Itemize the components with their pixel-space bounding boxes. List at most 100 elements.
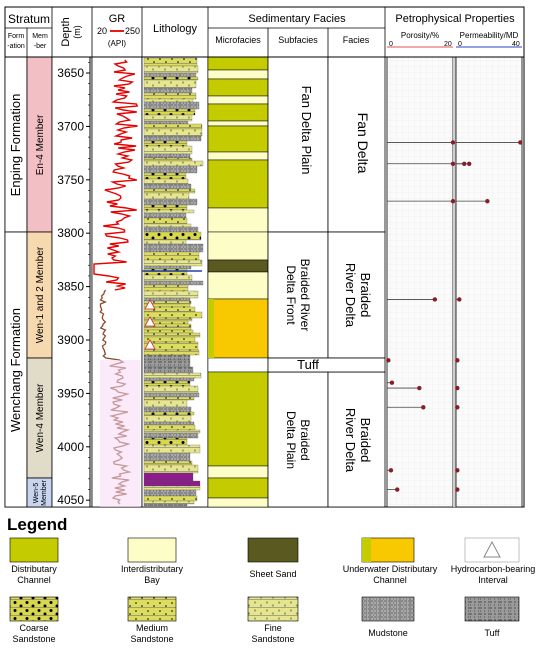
member-wen5-label: Wen-5 <box>33 483 40 504</box>
lithology-bed <box>143 204 188 211</box>
lithology-bed <box>143 108 196 116</box>
legend-label-interdistributary-bay: Interdistributary <box>121 564 184 574</box>
lithology-bed <box>143 79 197 89</box>
lithology-bed <box>143 377 195 382</box>
legend-label-fine-sandstone: Fine <box>264 623 282 633</box>
microfacies-band <box>207 497 269 508</box>
legend-label-underwater-channel: Underwater Distributary <box>343 564 438 574</box>
depth-tick-label: 3800 <box>57 226 84 240</box>
lithology-bed <box>143 178 189 185</box>
depth-tick-label: 3650 <box>57 66 84 80</box>
lithology-bed <box>143 92 197 100</box>
lithology-bed <box>143 329 194 334</box>
hydrocarbon-triangle-icon <box>144 299 156 310</box>
permeability-point <box>485 198 490 204</box>
permeability-point <box>455 468 460 473</box>
facies-braided-lower-2: River Delta <box>343 408 358 473</box>
microfacies-channel-edge <box>208 299 214 358</box>
microfacies-band <box>207 231 269 261</box>
legend-swatch-underwater-channel-edge <box>362 538 371 562</box>
microfacies-band <box>207 120 269 127</box>
legend-swatch-tuff <box>464 596 520 622</box>
depth-tick-group: 3650 3700 3750 3800 3850 3900 3950 4000 4050 <box>57 62 90 507</box>
lithology-bed <box>143 145 193 155</box>
lithology-bed <box>143 188 196 194</box>
lithology-bed <box>143 380 191 387</box>
permeability-point <box>518 140 523 145</box>
lithology-bed <box>143 274 193 282</box>
member-wen4-cell <box>26 357 53 479</box>
lithology-bed <box>143 284 189 292</box>
facies-upper-cell <box>327 56 386 233</box>
lithology-bed <box>143 265 192 270</box>
subfacies-fan-delta-plain: Fan Delta Plain <box>299 86 314 175</box>
lithology-bed <box>143 172 187 180</box>
microfacies-band <box>207 259 269 273</box>
lithology-bed <box>143 406 192 413</box>
permeability-point <box>467 161 472 166</box>
porosity-header: Porosity/% <box>401 31 439 40</box>
subfacies-braided-front-2: Delta Front <box>284 265 298 325</box>
subfacies-lower-cell <box>267 371 329 508</box>
lithology-bed <box>143 359 191 368</box>
legend-swatch-fine-sandstone <box>247 596 299 622</box>
lithology-bed <box>143 444 201 454</box>
lithology-bed <box>143 192 190 200</box>
legend-label-distributary-channel: Distributary <box>11 564 57 574</box>
lithology-bed <box>143 72 197 78</box>
hydrocarbon-triangle-icon <box>144 316 156 327</box>
depth-tick-label: 3750 <box>57 173 84 187</box>
formation-wenchang-label: Wenchang Formation <box>8 308 23 432</box>
lithology-bed <box>143 503 188 507</box>
lithology-bed <box>143 76 199 81</box>
lithology-bed <box>143 437 188 446</box>
legend-swatch-interdistributary-bay <box>127 537 177 563</box>
legend-label-coarse-sandstone-2: Sandstone <box>12 634 55 644</box>
hydrocarbon-triangle-icon <box>144 339 156 350</box>
lithology-bed <box>143 432 199 439</box>
legend-label-coarse-sandstone: Coarse <box>19 623 48 633</box>
permeability-min: 0 <box>458 41 462 48</box>
lithology-bed <box>143 349 200 356</box>
lithology-bed <box>143 480 201 487</box>
depth-tick-label: 3850 <box>57 280 84 294</box>
legend-swatch-medium-sandstone <box>127 596 177 622</box>
sedimentary-facies-header: Sedimentary Facies <box>248 13 346 25</box>
microfacies-band <box>207 357 269 373</box>
legend-label-interdistributary-bay-2: Bay <box>144 575 160 585</box>
lithology-bed <box>143 392 200 398</box>
permeability-point <box>455 405 460 410</box>
lithology-bed <box>143 140 188 147</box>
lithology-bed <box>143 460 193 466</box>
depth-tick-label: 4000 <box>57 440 84 454</box>
microfacies-band <box>207 298 269 359</box>
gr-curve-upper <box>93 59 139 291</box>
depth-column <box>51 56 93 508</box>
lithology-bed <box>143 65 199 74</box>
legend-label-hydrocarbon-2: Interval <box>478 575 508 585</box>
lithology-bed <box>143 57 198 67</box>
permeability-point <box>455 385 460 391</box>
permeability-panel <box>455 56 523 508</box>
facies-middle-cell <box>327 231 386 359</box>
porosity-point <box>417 385 422 391</box>
lithology-bed <box>143 217 188 225</box>
formation-header: Form <box>8 33 25 40</box>
porosity-point <box>421 405 426 410</box>
porosity-point <box>395 487 400 492</box>
lithology-beds <box>143 57 204 507</box>
stratum-header: Stratum <box>8 12 50 26</box>
lithology-bed <box>143 354 191 361</box>
microfacies-band <box>207 69 269 80</box>
legend-label-underwater-channel-2: Channel <box>373 575 407 585</box>
legend-label-mudstone: Mudstone <box>368 628 408 638</box>
gr-max-label: 250 <box>125 26 140 36</box>
lithology-bed <box>143 231 202 241</box>
lithology-bed <box>143 120 189 125</box>
lithology-bed <box>143 280 204 286</box>
facies-header: Facies <box>343 35 370 45</box>
lithology-bed <box>143 153 191 159</box>
tuff-label: Tuff <box>297 357 319 372</box>
microfacies-band <box>207 207 269 233</box>
